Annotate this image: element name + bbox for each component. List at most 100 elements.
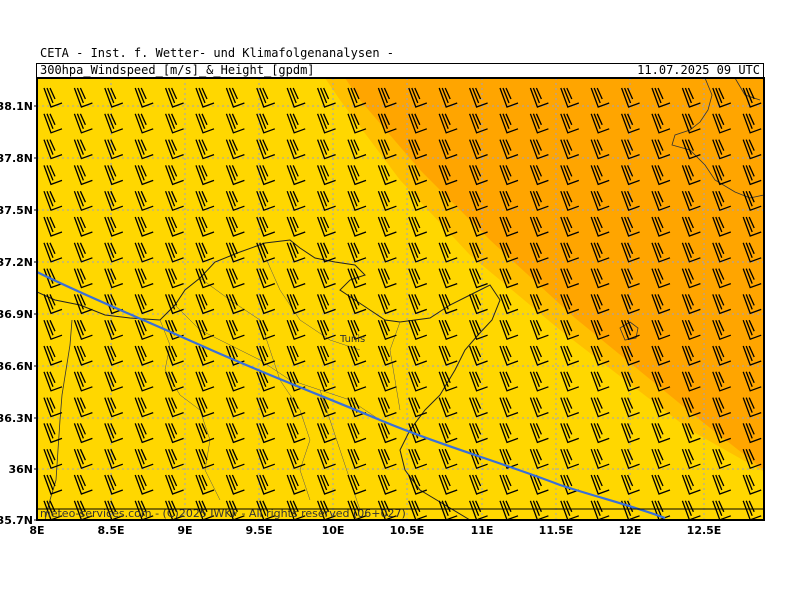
wind-barb-icon — [195, 474, 215, 495]
wind-barb-icon — [438, 268, 458, 289]
wind-barb-icon — [256, 448, 276, 470]
wind-barb-icon — [286, 345, 306, 366]
wind-barb-icon — [408, 371, 428, 392]
wind-barb-icon — [104, 139, 124, 160]
wind-barb-icon — [499, 242, 519, 263]
wind-barb-icon — [134, 345, 154, 366]
wind-barb-icon — [104, 87, 124, 108]
wind-barb-icon — [468, 345, 488, 366]
wind-barb-icon — [590, 268, 610, 289]
wind-barb-icon — [408, 190, 428, 212]
wind-barb-icon — [438, 242, 458, 263]
wind-barb-icon — [347, 448, 367, 470]
wind-barb-icon — [347, 319, 367, 341]
wind-barb-icon — [712, 448, 732, 470]
latitude-label: 38.1N — [0, 100, 33, 113]
longitude-label: 10.5E — [390, 524, 425, 537]
wind-barb-icon — [468, 190, 488, 212]
wind-barb-icon — [681, 216, 701, 237]
wind-barb-icon — [225, 87, 245, 108]
wind-barb-icon — [651, 113, 671, 134]
wind-barb-icon — [499, 371, 519, 392]
wind-barb-icon — [316, 397, 336, 418]
wind-barb-icon — [499, 474, 519, 495]
wind-barb-icon — [560, 268, 580, 289]
wind-barb-icon — [43, 294, 63, 315]
wind-barb-icon — [620, 319, 640, 341]
wind-barb-icon — [377, 474, 397, 495]
wind-barb-icon — [195, 345, 215, 366]
wind-barb-icon — [651, 294, 671, 315]
wind-barb-icon — [104, 268, 124, 289]
wind-barb-icon — [164, 268, 184, 289]
wind-barb-icon — [590, 190, 610, 212]
wind-barb-icon — [712, 294, 732, 315]
wind-barb-icon — [225, 371, 245, 392]
wind-barb-icon — [651, 474, 671, 495]
wind-barb-icon — [195, 139, 215, 160]
longitude-label: 9.5E — [245, 524, 272, 537]
wind-barb-icon — [560, 165, 580, 186]
title-bar: 300hpa_Windspeed_[m/s]_&_Height_[gpdm] 1… — [36, 63, 764, 77]
wind-barb-icon — [742, 268, 762, 289]
wind-barb-icon — [408, 268, 428, 289]
wind-barb-icon — [712, 319, 732, 341]
wind-barb-icon — [256, 139, 276, 160]
wind-barb-icon — [226, 527, 244, 546]
wind-barb-icon — [438, 139, 458, 160]
wind-barb-icon — [742, 319, 762, 341]
title-datetime: 11.07.2025 09 UTC — [637, 63, 760, 77]
wind-barb-icon — [590, 87, 610, 108]
wind-barb-icon — [43, 190, 63, 212]
wind-barb-icon — [408, 397, 428, 418]
wind-barb-icon — [195, 319, 215, 341]
wind-barb-icon — [195, 397, 215, 418]
wind-barb-icon — [560, 397, 580, 418]
wind-barb-icon — [620, 423, 640, 444]
wind-barb-icon — [468, 216, 488, 237]
wind-barb-icon — [73, 448, 93, 470]
wind-barb-icon — [316, 448, 336, 470]
wind-barb-icon — [377, 319, 397, 341]
wind-barb-icon — [651, 216, 671, 237]
wind-barb-icon — [529, 165, 549, 186]
wind-barb-icon — [347, 345, 367, 366]
wind-barb-icon — [560, 139, 580, 160]
wind-barb-icon — [499, 345, 519, 366]
wind-barb-icon — [742, 165, 762, 186]
wind-barb-icon — [104, 165, 124, 186]
longitude-label: 8.5E — [97, 524, 124, 537]
latitude-label: 37.2N — [0, 256, 33, 269]
wind-barb-icon — [316, 139, 336, 160]
wind-barb-icon — [104, 319, 124, 341]
wind-barb-icon — [73, 345, 93, 366]
wind-barb-icon — [712, 190, 732, 212]
wind-barb-icon — [529, 294, 549, 315]
longitude-labels: 8E 8.5E 9E 9.5E 10E 10.5E 11E 11.5E 12E 12.5E — [29, 524, 721, 537]
wind-barb-icon — [225, 423, 245, 444]
wind-barb-icon — [225, 294, 245, 315]
wind-barb-icon — [620, 139, 640, 160]
wind-barb-icon — [43, 87, 63, 108]
wind-barb-icon — [620, 474, 640, 495]
wind-barb-icon — [529, 87, 549, 108]
wind-barb-icon — [134, 319, 154, 341]
wind-barb-icon — [73, 190, 93, 212]
wind-barb-icon — [287, 527, 305, 546]
latitude-label: 35.7N — [0, 514, 33, 527]
wind-barb-icon — [316, 113, 336, 134]
wind-barb-icon — [377, 87, 397, 108]
wind-barb-icon — [529, 345, 549, 366]
wind-barb-icon — [438, 216, 458, 237]
wind-barb-icon — [104, 216, 124, 237]
longitude-label: 9E — [177, 524, 192, 537]
wind-barb-icon — [499, 423, 519, 444]
wind-barb-icon — [286, 423, 306, 444]
wind-barb-icon — [529, 216, 549, 237]
wind-barbs — [43, 87, 762, 546]
wind-barb-icon — [651, 423, 671, 444]
wind-barb-icon — [347, 113, 367, 134]
wind-barb-icon — [134, 423, 154, 444]
wind-barb-icon — [651, 87, 671, 108]
